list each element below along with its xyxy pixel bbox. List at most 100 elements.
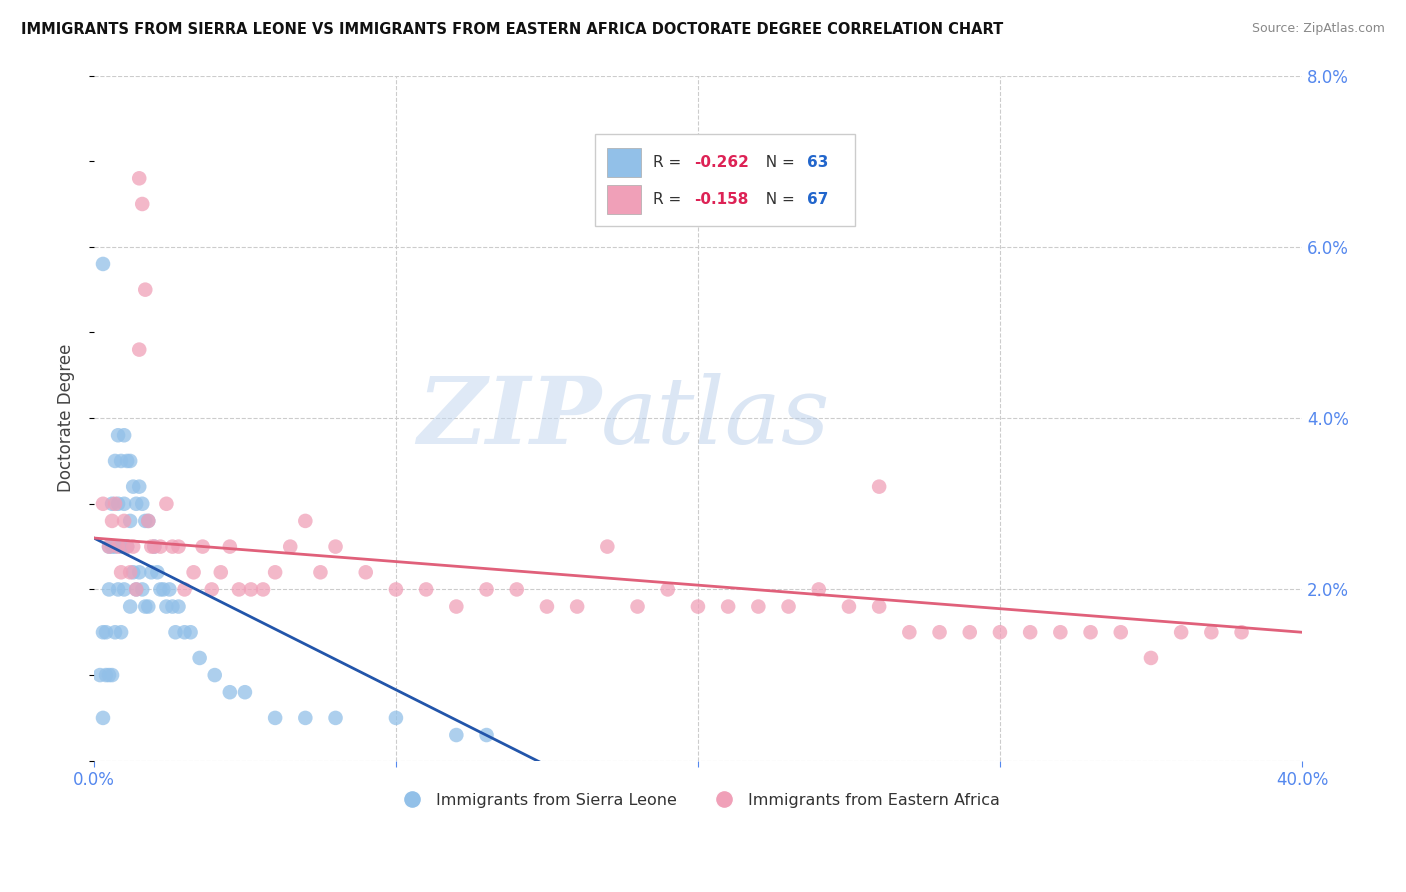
Point (128, 480, 150, 494)
Point (657, 582, 679, 597)
Point (218, 685, 240, 699)
Point (104, 540, 127, 554)
Point (898, 625, 921, 640)
Point (264, 566, 287, 580)
Point (988, 625, 1011, 640)
Point (686, 599, 709, 614)
Point (155, 497, 177, 511)
Point (122, 566, 145, 580)
Point (165, 625, 187, 640)
Point (146, 566, 169, 580)
Point (240, 582, 263, 597)
Point (98, 540, 121, 554)
Point (98, 540, 121, 554)
Point (309, 566, 332, 580)
Point (141, 566, 163, 580)
Point (149, 540, 172, 554)
Point (98, 582, 121, 597)
Point (838, 599, 860, 614)
Point (115, 540, 138, 554)
Point (180, 625, 202, 640)
Point (94, 668, 117, 682)
Point (143, 540, 166, 554)
Point (717, 599, 740, 614)
Point (131, 197, 153, 211)
Point (415, 582, 437, 597)
Text: ZIP: ZIP (418, 373, 602, 463)
Point (94, 625, 117, 640)
Legend: Immigrants from Sierra Leone, Immigrants from Eastern Africa: Immigrants from Sierra Leone, Immigrants… (389, 787, 1007, 814)
Point (134, 283, 156, 297)
Text: R =: R = (654, 155, 686, 170)
Point (104, 454, 127, 468)
Point (747, 599, 769, 614)
Point (278, 540, 301, 554)
Point (191, 540, 214, 554)
Text: -0.158: -0.158 (695, 192, 749, 207)
Point (152, 582, 174, 597)
Point (112, 514, 135, 528)
Point (1201, 625, 1223, 640)
Point (141, 540, 163, 554)
Point (91, 497, 114, 511)
Point (131, 582, 153, 597)
Point (131, 497, 153, 511)
Point (506, 582, 529, 597)
Point (149, 582, 172, 597)
Point (1230, 625, 1253, 640)
Point (101, 497, 124, 511)
Point (868, 599, 890, 614)
Point (204, 668, 226, 682)
Point (91, 625, 114, 640)
Point (201, 582, 224, 597)
Point (294, 711, 316, 725)
Point (1049, 625, 1071, 640)
Point (134, 514, 156, 528)
Point (122, 480, 145, 494)
Text: R =: R = (654, 192, 686, 207)
Point (596, 540, 619, 554)
Point (134, 599, 156, 614)
Text: N =: N = (756, 155, 800, 170)
Point (104, 497, 127, 511)
Point (101, 540, 124, 554)
Point (218, 540, 240, 554)
Point (155, 599, 177, 614)
Point (159, 582, 181, 597)
Point (1109, 625, 1132, 640)
Text: Source: ZipAtlas.com: Source: ZipAtlas.com (1251, 22, 1385, 36)
Point (167, 540, 190, 554)
Point (1080, 625, 1102, 640)
Point (1019, 625, 1042, 640)
Point (128, 566, 150, 580)
Point (209, 566, 232, 580)
Point (536, 599, 558, 614)
Point (162, 599, 184, 614)
Point (91, 257, 114, 271)
Point (98, 668, 121, 682)
Point (136, 514, 159, 528)
Point (778, 599, 800, 614)
Point (91, 711, 114, 725)
FancyBboxPatch shape (595, 134, 855, 227)
Point (101, 514, 124, 528)
Text: 63: 63 (807, 155, 828, 170)
Point (173, 582, 195, 597)
Point (475, 582, 498, 597)
Point (136, 599, 159, 614)
Point (112, 582, 135, 597)
Point (325, 540, 347, 554)
Point (626, 599, 648, 614)
Point (162, 540, 184, 554)
Point (173, 625, 195, 640)
Point (188, 651, 211, 665)
Point (107, 428, 129, 442)
Point (115, 454, 138, 468)
Point (101, 668, 124, 682)
Point (112, 428, 135, 442)
Point (110, 540, 132, 554)
Point (959, 625, 981, 640)
Point (385, 711, 408, 725)
Y-axis label: Doctorate Degree: Doctorate Degree (58, 344, 75, 492)
Point (89, 668, 111, 682)
